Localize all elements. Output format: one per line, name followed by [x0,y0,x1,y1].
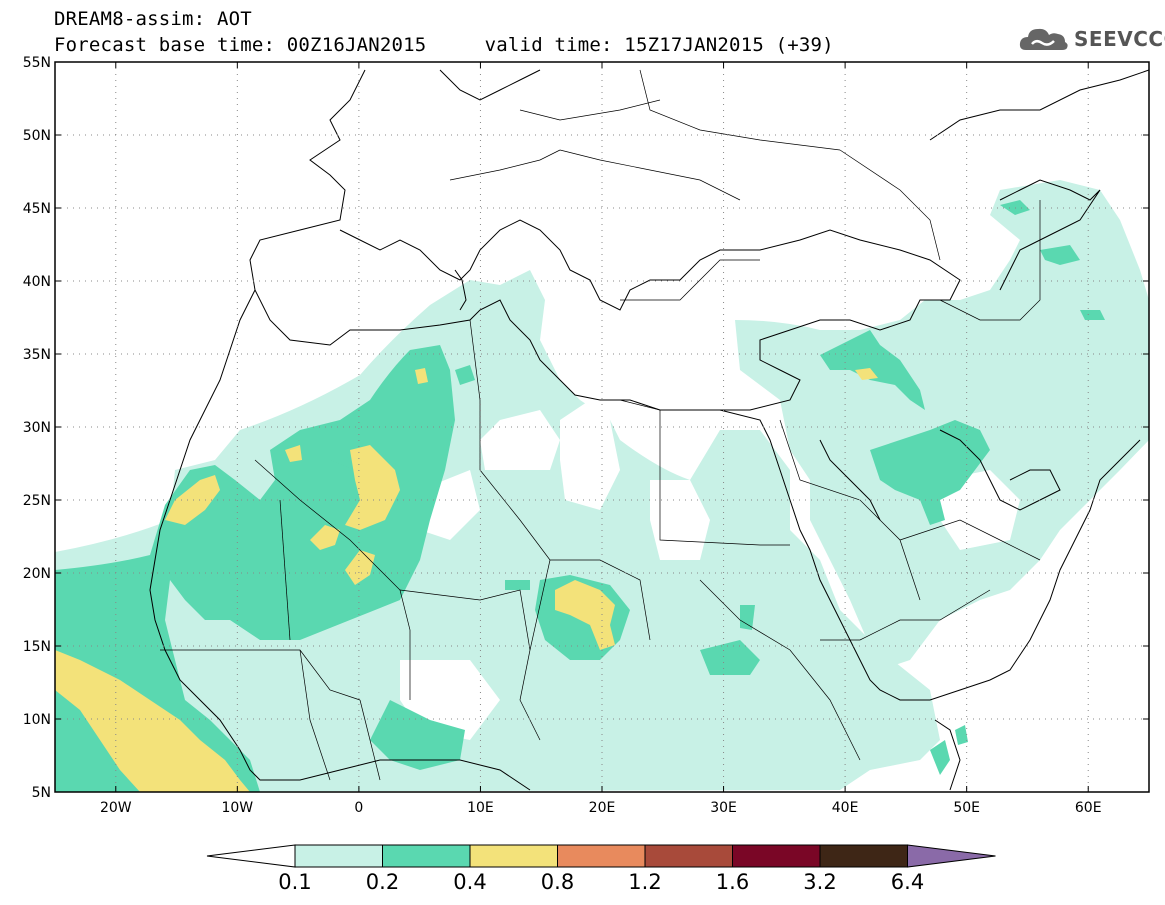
lat-label: 55N [23,55,51,71]
seevccc-logo: SEEVCCC [1018,22,1165,56]
lon-label: 20E [589,800,616,816]
forecast-times: Forecast base time: 00Z16JAN2015 valid t… [54,34,834,56]
colorbar-segment [382,844,471,868]
colorbar-segment [732,844,821,868]
colorbar-segment [557,844,646,868]
cloud-icon [1019,28,1068,50]
lon-label: 0 [354,800,363,816]
lat-label: 10N [23,712,51,728]
latitude-labels: 55N 50N 45N 40N 35N 30N 25N 20N 15N 10N 5N [23,55,51,801]
colorbar-segment [644,844,733,868]
lat-label: 50N [23,128,51,144]
lat-label: 45N [23,201,51,217]
colorbar-low-arrow [206,844,296,868]
map-title: DREAM8-assim: AOT [54,8,252,30]
lon-label: 60E [1075,800,1102,816]
coastlines [149,69,1149,791]
colorbar-segment [819,844,908,868]
colorbar-high-arrow [907,844,996,868]
logo-text: SEEVCCC [1074,27,1165,51]
graticule [55,62,1149,792]
lon-label: 20W [100,800,132,816]
colorbar-segment [294,844,383,868]
lat-label: 20N [23,566,51,582]
colorbar-label: 0.8 [541,870,574,894]
lat-label: 25N [23,493,51,509]
colorbar: 0.1 0.2 0.4 0.8 1.2 1.6 3.2 6.4 [206,844,996,894]
colorbar-label: 1.2 [628,870,661,894]
lon-label: 10W [221,800,253,816]
colorbar-label: 0.4 [453,870,486,894]
colorbar-segment [469,844,558,868]
aot-fields [55,69,1149,792]
colorbar-label: 6.4 [891,870,924,894]
colorbar-label: 1.6 [716,870,749,894]
lat-label: 30N [23,420,51,436]
lon-label: 30E [710,800,737,816]
colorbar-label: 0.2 [366,870,399,894]
lon-label: 40E [832,800,859,816]
aot-level-0.4 [55,368,878,792]
country-borders [160,69,1041,781]
lat-label: 35N [23,347,51,363]
colorbar-label: 0.1 [278,870,311,894]
colorbar-label: 3.2 [803,870,836,894]
lat-label: 15N [23,639,51,655]
longitude-labels: 20W 10W 0 10E 20E 30E 40E 50E 60E [100,800,1102,816]
lon-label: 50E [953,800,980,816]
lat-label: 40N [23,274,51,290]
axis-ticks [55,61,1149,793]
lat-label: 5N [32,785,51,801]
lon-label: 10E [467,800,494,816]
